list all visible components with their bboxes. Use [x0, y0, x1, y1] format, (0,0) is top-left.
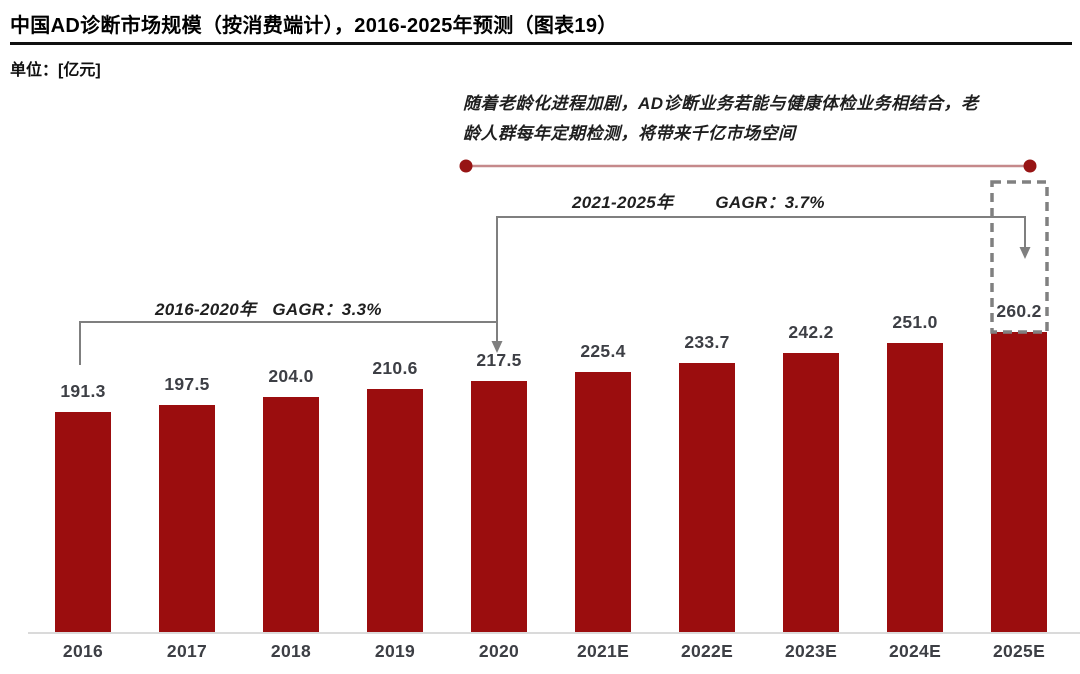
connector-endpoint-right-dot-icon: [1023, 159, 1037, 173]
bar-2019: [367, 389, 423, 633]
x-tick-2021E: 2021E: [576, 641, 630, 661]
bar-2024E: [887, 343, 943, 633]
title-underline: [10, 42, 1072, 45]
bar-2023E: [783, 353, 839, 633]
value-label-2018: 204.0: [268, 366, 314, 386]
x-tick-2024E: 2024E: [888, 641, 942, 661]
bar-2021E: [575, 372, 631, 633]
x-tick-2022E: 2022E: [680, 641, 734, 661]
x-tick-2019: 2019: [374, 641, 416, 661]
value-label-2017: 197.5: [164, 374, 210, 394]
cagr-label-2016-2020: 2016-2020年 GAGR：3.3%: [155, 295, 382, 320]
x-tick-2016: 2016: [62, 641, 104, 661]
value-label-2024E: 251.0: [892, 312, 938, 332]
x-tick-2020: 2020: [478, 641, 520, 661]
value-label-2025E: 260.2: [996, 301, 1042, 321]
cagr-label-2021-2025: 2021-2025年 GAGR：3.7%: [572, 188, 825, 213]
annotation-line-2: 龄人群每年定期检测，将带来千亿市场空间: [463, 124, 796, 143]
value-label-2021E: 225.4: [580, 341, 626, 361]
annotation-line-1: 随着老龄化进程加剧，AD诊断业务若能与健康体检业务相结合，老: [463, 94, 979, 113]
bar-2017: [159, 405, 215, 633]
x-tick-2018: 2018: [270, 641, 312, 661]
bar-2018: [263, 397, 319, 633]
value-label-2023E: 242.2: [788, 322, 834, 342]
bar-2022E: [679, 363, 735, 633]
bar-2020: [471, 381, 527, 633]
connector-endpoint-left-dot-icon: [459, 159, 473, 173]
x-tick-2025E: 2025E: [992, 641, 1046, 661]
chart-title: 中国AD诊断市场规模（按消费端计），2016-2025年预测（图表19）: [10, 15, 618, 37]
value-label-2022E: 233.7: [684, 332, 730, 352]
value-label-2020: 217.5: [476, 350, 522, 370]
bar-2025E: [991, 332, 1047, 633]
annotation-text: 随着老龄化进程加剧，AD诊断业务若能与健康体检业务相结合，老 龄人群每年定期检测…: [463, 89, 979, 149]
cagr-value-2021-2025: GAGR：3.7%: [715, 193, 825, 212]
arrow-down-2025-icon: [1019, 247, 1031, 259]
cagr-value-2016-2020: GAGR：3.3%: [272, 300, 382, 319]
x-tick-2023E: 2023E: [784, 641, 838, 661]
bar-2016: [55, 412, 111, 633]
value-label-2016: 191.3: [60, 381, 106, 401]
cagr-period-2016-2020: 2016-2020年: [155, 300, 257, 319]
x-axis-line: [28, 632, 1080, 634]
x-tick-2017: 2017: [166, 641, 208, 661]
value-label-2019: 210.6: [372, 358, 418, 378]
cagr-period-2021-2025: 2021-2025年: [572, 193, 674, 212]
unit-label: 单位：[亿元]: [10, 62, 101, 79]
